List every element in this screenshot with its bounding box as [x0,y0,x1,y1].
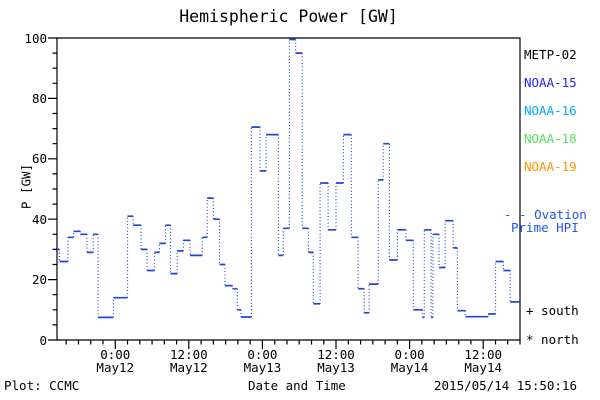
south-marker-label: + south [526,303,579,318]
axes-frame [56,37,521,341]
chart-title: Hemispheric Power [GW] [179,7,398,26]
hpi-step-line-vertical [58,39,511,318]
x-axis-ticks [65,340,521,349]
legend-item-noaa15: NOAA-15 [524,75,577,90]
plot-credit: Plot: CCMC [4,378,80,393]
hpi-step-line-horizontal [57,38,520,319]
north-marker-label: * north [526,332,579,347]
legend-item-noaa19: NOAA-19 [524,159,577,174]
legend-item-noaa18: NOAA-18 [524,131,577,146]
ovation-line1: - - Ovation [504,207,587,222]
legend-item-noaa16: NOAA-16 [524,103,577,118]
y-axis-ticks [48,37,57,341]
ovation-line2: Prime HPI [511,220,579,235]
x-axis-label: Date and Time [248,378,346,393]
ovation-prime-hpi-label: - - Ovation Prime HPI [504,208,587,234]
legend-item-metp02: METP-02 [524,47,577,62]
plot-timestamp: 2015/05/14 15:50:16 [434,378,577,393]
